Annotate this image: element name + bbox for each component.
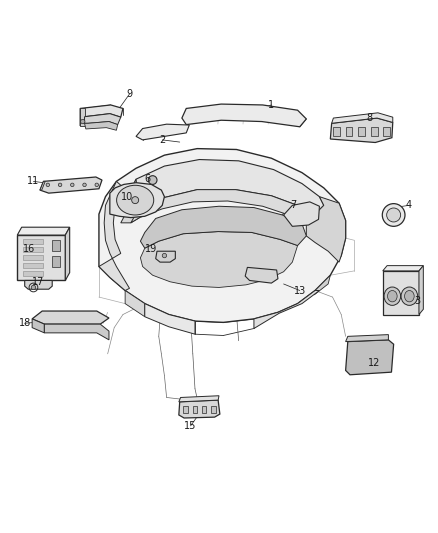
Bar bbox=[193, 406, 197, 413]
Polygon shape bbox=[346, 340, 394, 375]
Polygon shape bbox=[17, 235, 65, 280]
Circle shape bbox=[81, 119, 85, 124]
Bar bbox=[371, 127, 378, 135]
Polygon shape bbox=[65, 227, 70, 280]
Text: 3: 3 bbox=[415, 296, 421, 306]
Bar bbox=[22, 263, 43, 268]
Bar bbox=[22, 271, 43, 276]
Polygon shape bbox=[32, 311, 109, 324]
Text: 7: 7 bbox=[290, 200, 297, 211]
Circle shape bbox=[132, 197, 139, 204]
Ellipse shape bbox=[384, 287, 401, 305]
Bar bbox=[333, 127, 340, 135]
Polygon shape bbox=[314, 275, 330, 295]
Polygon shape bbox=[32, 319, 44, 333]
Polygon shape bbox=[122, 159, 324, 217]
Text: 15: 15 bbox=[184, 421, 197, 431]
Polygon shape bbox=[141, 206, 306, 248]
Polygon shape bbox=[85, 114, 121, 125]
Polygon shape bbox=[125, 290, 145, 317]
Polygon shape bbox=[80, 108, 85, 126]
Circle shape bbox=[83, 183, 86, 187]
Polygon shape bbox=[136, 124, 189, 140]
Polygon shape bbox=[99, 149, 346, 322]
Polygon shape bbox=[99, 181, 130, 290]
Circle shape bbox=[148, 176, 157, 184]
Bar bbox=[202, 406, 206, 413]
Text: 19: 19 bbox=[145, 244, 157, 254]
Bar bbox=[383, 127, 390, 135]
Bar bbox=[22, 247, 43, 252]
Bar bbox=[22, 239, 43, 244]
Circle shape bbox=[162, 253, 166, 258]
Text: 2: 2 bbox=[159, 135, 166, 145]
Text: 8: 8 bbox=[367, 113, 373, 123]
Ellipse shape bbox=[117, 185, 154, 215]
Text: 9: 9 bbox=[127, 89, 133, 99]
Polygon shape bbox=[254, 290, 319, 328]
Bar bbox=[358, 127, 365, 135]
Ellipse shape bbox=[405, 290, 414, 302]
Polygon shape bbox=[44, 324, 109, 340]
Bar bbox=[183, 406, 187, 413]
Polygon shape bbox=[383, 271, 419, 314]
Text: 18: 18 bbox=[18, 318, 31, 328]
Polygon shape bbox=[25, 280, 52, 289]
Polygon shape bbox=[145, 304, 195, 334]
Polygon shape bbox=[306, 197, 346, 262]
Ellipse shape bbox=[388, 290, 397, 302]
Circle shape bbox=[382, 204, 405, 227]
Polygon shape bbox=[155, 251, 175, 262]
Text: 6: 6 bbox=[144, 174, 150, 184]
Circle shape bbox=[58, 183, 62, 187]
Text: 1: 1 bbox=[268, 100, 275, 110]
Polygon shape bbox=[179, 395, 219, 402]
Polygon shape bbox=[40, 177, 102, 193]
Polygon shape bbox=[85, 122, 118, 130]
Text: 11: 11 bbox=[27, 176, 39, 187]
Bar bbox=[346, 127, 353, 135]
Bar bbox=[52, 256, 60, 266]
Polygon shape bbox=[245, 268, 278, 283]
Circle shape bbox=[31, 285, 35, 289]
Polygon shape bbox=[141, 231, 297, 287]
Text: 17: 17 bbox=[32, 277, 44, 287]
Text: 12: 12 bbox=[368, 358, 380, 368]
Text: 13: 13 bbox=[293, 286, 306, 295]
Polygon shape bbox=[383, 265, 424, 271]
Polygon shape bbox=[419, 265, 424, 314]
Polygon shape bbox=[284, 202, 319, 227]
Polygon shape bbox=[131, 190, 315, 223]
Circle shape bbox=[95, 183, 99, 187]
Polygon shape bbox=[17, 227, 70, 235]
Polygon shape bbox=[346, 335, 389, 342]
Polygon shape bbox=[110, 183, 164, 217]
Circle shape bbox=[387, 208, 401, 222]
Ellipse shape bbox=[401, 287, 418, 305]
Circle shape bbox=[71, 183, 74, 187]
Bar bbox=[22, 255, 43, 260]
Text: 16: 16 bbox=[23, 244, 35, 254]
Polygon shape bbox=[80, 105, 123, 126]
Circle shape bbox=[46, 183, 49, 187]
Bar bbox=[52, 240, 60, 251]
Polygon shape bbox=[330, 118, 393, 142]
Text: 10: 10 bbox=[121, 192, 134, 201]
Polygon shape bbox=[182, 104, 306, 127]
Polygon shape bbox=[332, 113, 393, 123]
Polygon shape bbox=[179, 400, 220, 418]
Polygon shape bbox=[40, 181, 45, 190]
Bar bbox=[211, 406, 215, 413]
Text: 4: 4 bbox=[406, 200, 412, 211]
Polygon shape bbox=[121, 179, 140, 223]
